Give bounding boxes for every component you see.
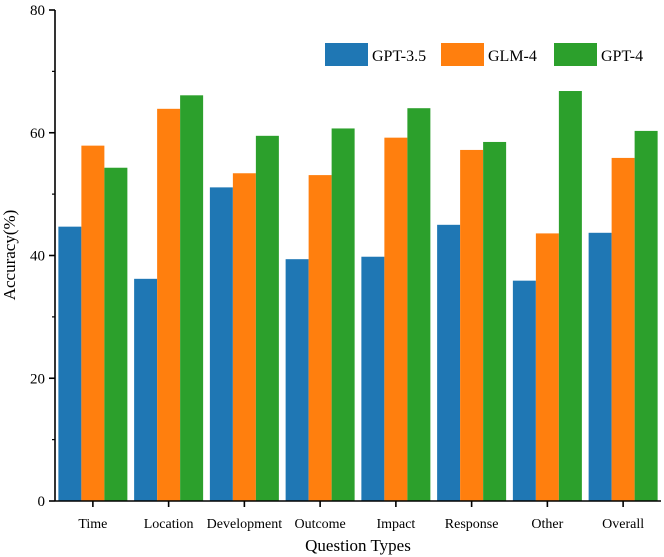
y-tick-label: 0 — [38, 494, 46, 510]
y-tick-label: 40 — [30, 249, 45, 265]
bar-gpt-3-5-other — [512, 280, 536, 501]
legend-label-gpt-4: GPT-4 — [601, 48, 643, 65]
bar-glm-4-overall — [611, 157, 635, 501]
bar-glm-4-impact — [384, 137, 408, 501]
bar-gpt-4-location — [180, 95, 204, 501]
y-axis-title: Accuracy(%) — [0, 210, 19, 301]
bar-gpt-4-outcome — [331, 128, 355, 502]
x-tick-label-location: Location — [144, 517, 194, 532]
bar-gpt-3-5-time — [58, 226, 82, 501]
x-tick-label-impact: Impact — [376, 517, 415, 532]
bar-gpt-3-5-location — [134, 278, 158, 501]
bar-gpt-3-5-impact — [361, 256, 385, 501]
legend-swatch-glm-4 — [441, 43, 484, 66]
bar-glm-4-other — [535, 233, 559, 501]
legend-label-gpt-3-5: GPT-3.5 — [372, 48, 426, 65]
x-axis-title: Question Types — [305, 536, 411, 555]
x-tick-label-development: Development — [207, 517, 283, 532]
bar-glm-4-time — [81, 145, 105, 502]
x-tick-label-other: Other — [531, 517, 563, 532]
bar-gpt-3-5-overall — [588, 232, 612, 501]
legend-swatch-gpt-4 — [554, 43, 597, 66]
y-ticks-layer: 0 20 40 60 80 — [30, 3, 55, 510]
bar-gpt-4-response — [483, 141, 507, 502]
x-tick-label-overall: Overall — [602, 517, 644, 532]
y-tick-label: 20 — [30, 371, 45, 387]
bar-gpt-3-5-response — [437, 224, 461, 501]
bar-gpt-4-time — [104, 167, 128, 501]
y-tick-label: 80 — [30, 3, 45, 19]
legend-swatch-gpt-3-5 — [325, 43, 368, 66]
x-tick-label-outcome: Outcome — [294, 517, 345, 532]
x-ticks-layer: Time Location Development Outcome Impact Resp… — [78, 501, 644, 532]
bar-gpt-3-5-development — [209, 187, 233, 501]
bar-glm-4-outcome — [308, 175, 332, 501]
legend: GPT-3.5 GLM-4 GPT-4 — [325, 43, 643, 66]
bar-gpt-4-other — [558, 91, 582, 501]
bar-glm-4-location — [157, 108, 181, 501]
bar-glm-4-development — [232, 173, 256, 501]
x-tick-label-response: Response — [445, 517, 499, 532]
x-tick-label-time: Time — [78, 517, 107, 532]
bar-gpt-4-overall — [634, 130, 658, 501]
bar-gpt-4-impact — [407, 108, 431, 501]
y-tick-label: 60 — [30, 126, 45, 142]
bar-gpt-3-5-outcome — [285, 259, 309, 501]
bar-gpt-4-development — [255, 135, 279, 501]
legend-label-glm-4: GLM-4 — [488, 48, 537, 65]
bars-layer — [58, 91, 658, 502]
bar-glm-4-response — [460, 149, 484, 501]
